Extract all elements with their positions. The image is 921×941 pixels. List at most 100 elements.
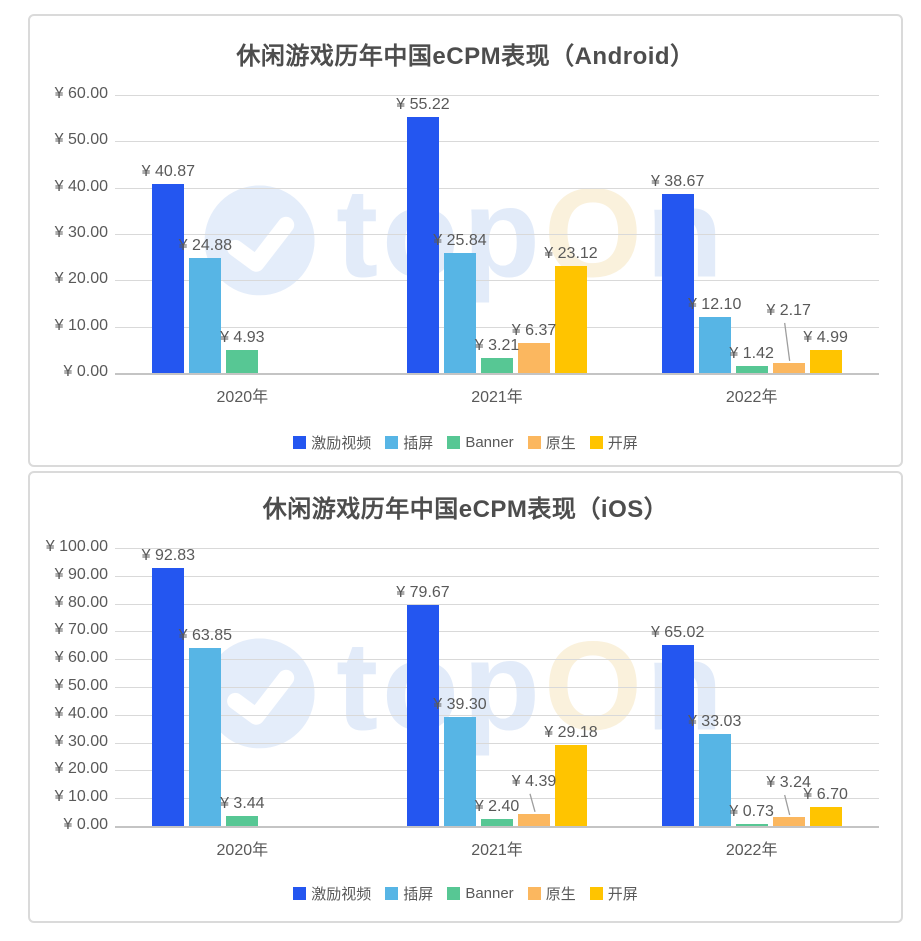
bar-value-label: ¥ 79.67 <box>396 583 450 601</box>
chart-panel-ios: 休闲游戏历年中国eCPM表现（iOS） topOn ¥ 100.00¥ 90.0… <box>28 471 903 923</box>
legend-item-原生: 原生 <box>527 432 576 453</box>
legend-label: 激励视频 <box>311 435 372 452</box>
legend-marker-icon <box>293 436 307 449</box>
bar-原生-2022年 <box>772 362 805 373</box>
gridline <box>115 659 879 661</box>
bar-value-label: ¥ 3.24 <box>766 773 811 791</box>
bar-Banner-2020年 <box>226 816 259 826</box>
x-category-label: 2022年 <box>725 842 778 859</box>
legend-item-插屏: 插屏 <box>385 432 433 453</box>
leader-line <box>529 793 536 812</box>
gridline <box>115 141 879 143</box>
bar-value-label: ¥ 29.18 <box>544 723 598 741</box>
bar-value-label: ¥ 4.99 <box>803 328 848 346</box>
watermark-text-o: O <box>543 615 646 757</box>
y-tick-label: ¥ 0.00 <box>63 363 108 380</box>
legend-ios: 激励视频 插屏 Banner 原生 开屏 <box>30 883 901 904</box>
watermark-text-top: top <box>336 615 544 757</box>
y-tick-label: ¥ 30.00 <box>54 732 108 750</box>
legend-item-开屏: 开屏 <box>589 432 638 453</box>
gridline <box>115 687 879 688</box>
bar-原生-2021年 <box>518 343 550 373</box>
bar-value-label: ¥ 33.03 <box>687 713 742 731</box>
bar-value-label: ¥ 3.21 <box>474 337 520 355</box>
legend-label: 开屏 <box>607 435 638 452</box>
bar-value-label: ¥ 3.44 <box>220 795 265 813</box>
x-category-label: 2021年 <box>471 842 523 859</box>
bar-Banner-2021年 <box>481 819 513 826</box>
plot-area-android: topOn ¥ 60.00¥ 50.00¥ 40.00¥ 30.00¥ 20.0… <box>30 85 901 406</box>
gridline <box>115 326 879 328</box>
bar-开屏-2022年 <box>809 807 842 826</box>
leader-line <box>784 322 791 362</box>
legend-label: 开屏 <box>607 886 638 903</box>
gridline <box>115 548 879 549</box>
y-tick-label: ¥ 30.00 <box>54 224 108 241</box>
y-tick-label: ¥ 50.00 <box>54 677 108 694</box>
bar-value-label: ¥ 40.87 <box>141 162 196 180</box>
bar-value-label: ¥ 39.30 <box>433 695 487 713</box>
legend-marker-icon <box>589 887 603 900</box>
x-category-label: 2020年 <box>216 842 269 859</box>
gridline <box>115 603 879 605</box>
y-tick-label: ¥ 90.00 <box>54 565 108 583</box>
y-tick-label: ¥ 60.00 <box>54 649 108 667</box>
bar-Banner-2022年 <box>735 366 768 373</box>
y-tick-label: ¥ 10.00 <box>54 788 108 806</box>
bar-激励视频-2022年 <box>661 645 694 826</box>
bar-value-label: ¥ 63.85 <box>178 627 233 645</box>
gridline <box>115 234 879 235</box>
bar-原生-2021年 <box>518 813 550 826</box>
gridline <box>115 280 879 282</box>
topon-logo-icon <box>204 638 315 749</box>
legend-item-插屏: 插屏 <box>385 883 433 904</box>
legend-label: 插屏 <box>403 435 434 452</box>
bar-value-label: ¥ 2.40 <box>474 798 520 816</box>
bar-value-label: ¥ 12.10 <box>687 295 742 313</box>
bar-value-label: ¥ 24.88 <box>178 236 233 254</box>
legend-label: Banner <box>465 434 514 451</box>
y-tick-label: ¥ 0.00 <box>63 816 108 833</box>
bar-Banner-2022年 <box>735 823 768 826</box>
legend-item-Banner: Banner <box>447 434 514 451</box>
legend-item-开屏: 开屏 <box>589 883 638 904</box>
bar-开屏-2021年 <box>555 265 587 373</box>
gridline <box>115 714 879 716</box>
bar-Banner-2021年 <box>481 358 513 373</box>
plot-area-ios: topOn ¥ 100.00¥ 90.00¥ 80.00¥ 70.00¥ 60.… <box>30 538 901 859</box>
legend-item-激励视频: 激励视频 <box>293 432 371 453</box>
y-tick-label: ¥ 100.00 <box>45 538 108 555</box>
legend-label: 原生 <box>545 886 576 903</box>
legend-marker-icon <box>385 436 399 449</box>
legend-label: Banner <box>465 885 514 902</box>
gridline <box>115 187 879 189</box>
y-tick-label: ¥ 80.00 <box>54 593 108 611</box>
legend-marker-icon <box>527 887 541 900</box>
bar-激励视频-2022年 <box>661 193 694 373</box>
gridline <box>115 95 879 96</box>
legend-label: 原生 <box>545 435 576 452</box>
bar-value-label: ¥ 4.39 <box>511 772 557 790</box>
bar-Banner-2020年 <box>226 350 259 373</box>
bar-value-label: ¥ 92.83 <box>141 546 196 564</box>
gridline <box>115 770 879 772</box>
bar-value-label: ¥ 0.73 <box>729 802 774 820</box>
bar-激励视频-2020年 <box>152 183 185 373</box>
bar-激励视频-2021年 <box>407 117 439 373</box>
legend-item-Banner: Banner <box>447 885 514 902</box>
bar-插屏-2022年 <box>698 734 731 826</box>
bar-激励视频-2021年 <box>407 604 439 826</box>
chart-title-ios: 休闲游戏历年中国eCPM表现（iOS） <box>262 496 669 523</box>
y-tick-label: ¥ 10.00 <box>54 316 108 334</box>
legend-android: 激励视频 插屏 Banner 原生 开屏 <box>30 432 901 453</box>
chart-panel-android: 休闲游戏历年中国eCPM表现（Android） topOn ¥ 60.00¥ 5… <box>28 14 903 467</box>
x-axis-line <box>115 826 879 828</box>
legend-marker-icon <box>447 887 461 900</box>
bar-value-label: ¥ 6.37 <box>511 322 557 340</box>
y-tick-label: ¥ 70.00 <box>54 621 108 639</box>
bar-插屏-2021年 <box>444 716 476 826</box>
topon-logo-icon <box>204 185 315 296</box>
x-category-label: 2021年 <box>471 389 523 406</box>
bar-value-label: ¥ 6.70 <box>803 786 848 804</box>
